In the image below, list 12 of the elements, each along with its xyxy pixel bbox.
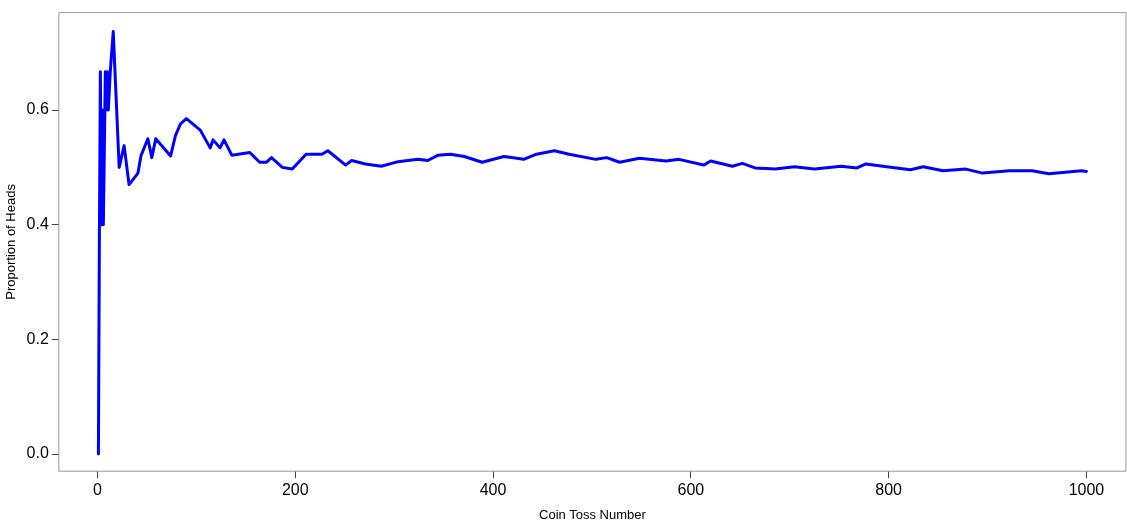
x-tick-label: 1000 xyxy=(1068,481,1105,499)
y-axis-title: Proportion of Heads xyxy=(3,183,19,300)
x-tick-label: 800 xyxy=(875,481,903,499)
y-tick-label: 0.2 xyxy=(26,329,49,347)
x-tick-label: 0 xyxy=(92,481,102,499)
x-tick-label: 400 xyxy=(479,481,507,499)
y-tick-label: 0.0 xyxy=(26,444,49,462)
x-tick-label: 600 xyxy=(677,481,705,499)
y-tick-label: 0.4 xyxy=(26,215,49,233)
x-axis-title: Coin Toss Number xyxy=(539,506,647,522)
x-tick-label: 200 xyxy=(281,481,309,499)
y-tick-label: 0.6 xyxy=(26,100,49,118)
